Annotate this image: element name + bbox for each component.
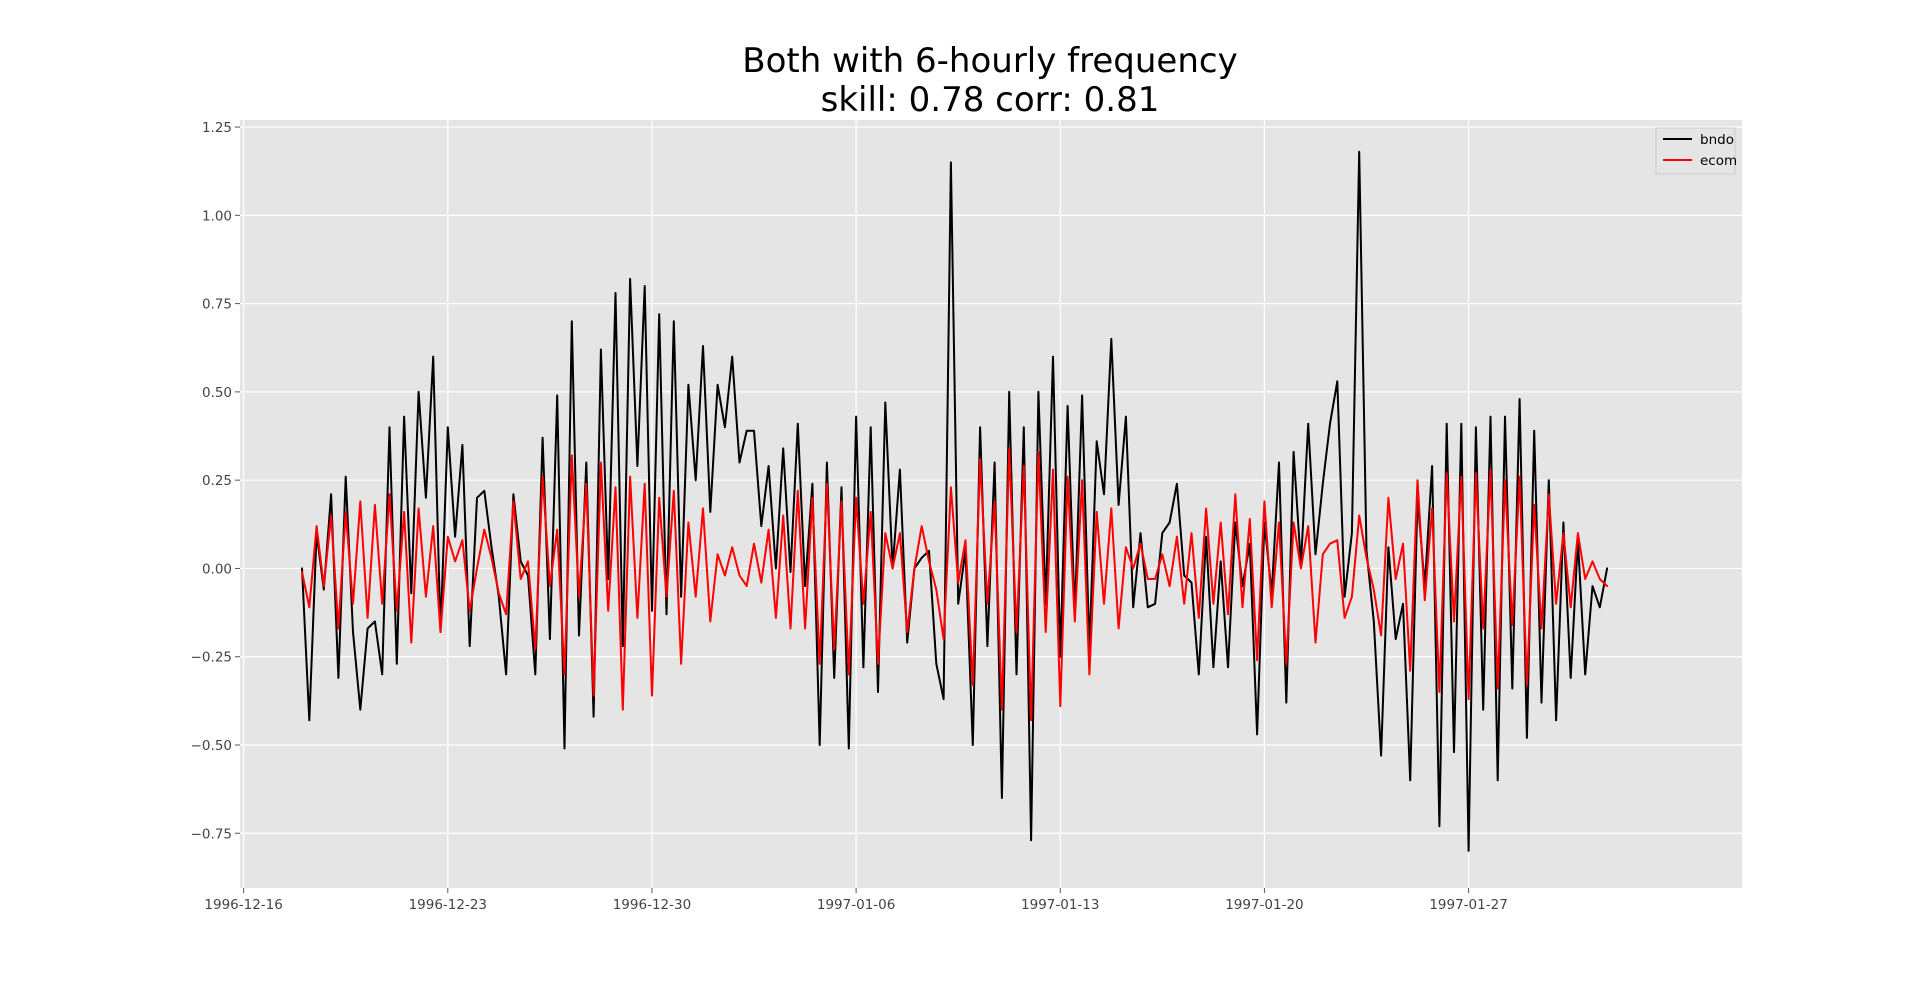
series-line-ecom	[301, 447, 1609, 722]
chart-title: Both with 6-hourly frequency	[742, 41, 1237, 81]
legend-label-ecom: ecom	[1700, 153, 1737, 169]
legend: bndo ecom	[1655, 127, 1737, 175]
y-tick-label: 0.50	[202, 385, 232, 401]
legend-label-bndo: bndo	[1700, 132, 1734, 148]
grid-lines	[240, 120, 1742, 888]
x-tick-label: 1997-01-13	[1021, 897, 1099, 913]
y-tick-label: 1.25	[202, 120, 232, 136]
x-tick-label: 1997-01-27	[1429, 897, 1507, 913]
x-tick-label: 1996-12-16	[204, 897, 282, 913]
legend-box	[1655, 127, 1736, 175]
y-tick-label: −0.75	[191, 826, 232, 842]
x-tick-label: 1997-01-06	[817, 897, 895, 913]
series-line-bndo	[301, 150, 1609, 852]
x-tick-label: 1997-01-20	[1225, 897, 1303, 913]
x-tick-label: 1996-12-30	[613, 897, 691, 913]
y-tick-label: 1.00	[202, 208, 232, 224]
y-tick-label: −0.50	[191, 738, 232, 754]
x-axis: 1996-12-16 1996-12-23 1996-12-30 1997-01-06…	[204, 888, 1508, 913]
y-axis: 1.25 1.00 0.75 0.50 0.25 0.00 −0.25 −0.50 −0.75	[191, 120, 240, 842]
chart-subtitle: skill: 0.78 corr: 0.81	[821, 80, 1160, 120]
y-tick-label: −0.25	[191, 650, 232, 666]
x-tick-label: 1996-12-23	[409, 897, 487, 913]
series-lines	[301, 150, 1609, 852]
y-tick-label: 0.00	[202, 561, 232, 577]
y-tick-label: 0.25	[202, 473, 232, 489]
y-tick-label: 0.75	[202, 297, 232, 313]
